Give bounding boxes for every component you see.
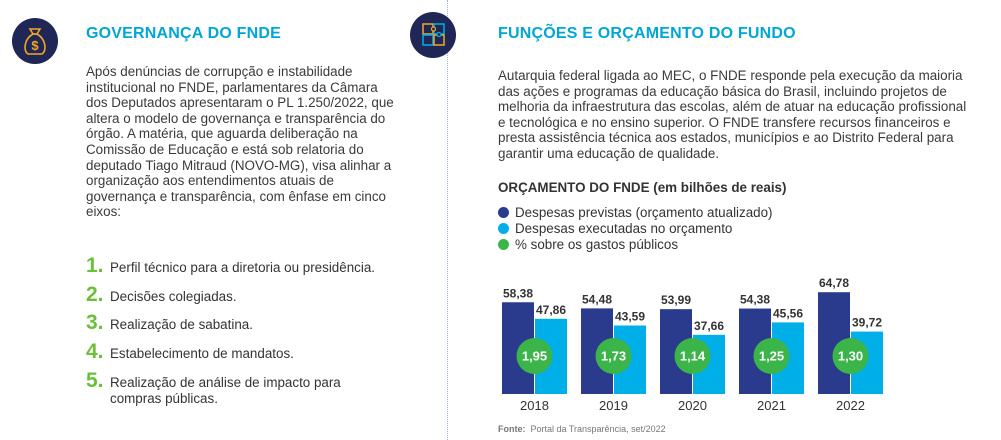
data-label-executadas: 45,56 xyxy=(773,306,803,320)
list-item: 3. Realização de sabatina. xyxy=(86,311,386,334)
list-item: 2. Decisões colegiadas. xyxy=(86,283,386,306)
data-label-previstas: 53,99 xyxy=(661,293,691,307)
column-divider xyxy=(447,0,448,440)
list-number: 3. xyxy=(86,311,104,334)
legend-dot-percent xyxy=(498,239,509,250)
data-label-executadas: 43,59 xyxy=(615,310,645,324)
list-number: 1. xyxy=(86,254,104,277)
list-number: 2. xyxy=(86,283,104,306)
list-item: 5. Realização de análise de impacto para… xyxy=(86,369,386,407)
percent-circle xyxy=(595,338,632,374)
x-tick-label: 2020 xyxy=(678,398,707,413)
percent-label: 1,25 xyxy=(759,349,784,364)
list-number: 4. xyxy=(86,340,104,363)
percent-circle xyxy=(516,338,553,374)
data-label-previstas: 54,38 xyxy=(740,293,770,307)
list-item-text: Decisões colegiadas. xyxy=(110,289,237,304)
functions-heading: FUNÇÕES E ORÇAMENTO DO FUNDO xyxy=(498,25,796,42)
data-label-executadas: 39,72 xyxy=(852,316,882,330)
money-bag-icon-circle: $ xyxy=(12,18,58,64)
source-text: Portal da Transparência, set/2022 xyxy=(530,424,666,434)
data-label-executadas: 47,86 xyxy=(536,303,566,317)
list-item-text: Estabelecimento de mandatos. xyxy=(110,346,294,361)
legend-item-percent: % sobre os gastos públicos xyxy=(498,237,678,252)
list-item: 4. Estabelecimento de mandatos. xyxy=(86,340,386,363)
data-label-previstas: 54,48 xyxy=(582,292,612,306)
percent-circle xyxy=(674,338,711,374)
percent-circle xyxy=(753,338,790,374)
governance-paragraph: Após denúncias de corrupção e instabilid… xyxy=(86,64,394,220)
list-number: 5. xyxy=(86,369,104,392)
x-tick-label: 2019 xyxy=(599,398,628,413)
source-note: Fonte: Portal da Transparência, set/2022 xyxy=(498,424,666,434)
x-tick-label: 2021 xyxy=(757,398,786,413)
x-tick-label: 2018 xyxy=(520,398,549,413)
legend-dot-previstas xyxy=(498,207,509,218)
data-label-previstas: 64,78 xyxy=(819,276,849,290)
percent-label: 1,14 xyxy=(680,349,706,364)
functions-paragraph: Autarquia federal ligada ao MEC, o FNDE … xyxy=(498,68,967,161)
percent-circle xyxy=(832,338,869,374)
percent-label: 1,95 xyxy=(522,349,547,364)
legend-item-previstas: Despesas previstas (orçamento atualizado… xyxy=(498,205,773,220)
list-item-text: Perfil técnico para a diretoria ou presi… xyxy=(110,260,375,275)
source-label: Fonte: xyxy=(498,424,526,434)
percent-label: 1,73 xyxy=(601,349,626,364)
svg-text:$: $ xyxy=(31,38,39,53)
puzzle-icon xyxy=(422,23,445,46)
legend-label: Despesas previstas (orçamento atualizado… xyxy=(515,205,773,220)
data-label-executadas: 37,66 xyxy=(694,319,724,333)
data-label-previstas: 58,38 xyxy=(503,286,533,300)
puzzle-icon-circle xyxy=(410,12,456,58)
legend-label: Despesas executadas no orçamento xyxy=(515,221,733,236)
legend-label: % sobre os gastos públicos xyxy=(515,237,679,252)
governance-heading: GOVERNANÇA DO FNDE xyxy=(86,25,282,42)
percent-label: 1,30 xyxy=(838,349,863,364)
list-item: 1. Perfil técnico para a diretoria ou pr… xyxy=(86,254,386,277)
list-item-text: Realização de sabatina. xyxy=(110,317,253,332)
chart-title: ORÇAMENTO DO FNDE (em bilhões de reais) xyxy=(498,180,787,195)
list-item-text: Realização de análise de impacto para co… xyxy=(110,375,341,406)
money-bag-icon: $ xyxy=(24,28,46,55)
legend-dot-executadas xyxy=(498,223,509,234)
x-tick-label: 2022 xyxy=(836,398,865,413)
legend-item-executadas: Despesas executadas no orçamento xyxy=(498,221,732,236)
